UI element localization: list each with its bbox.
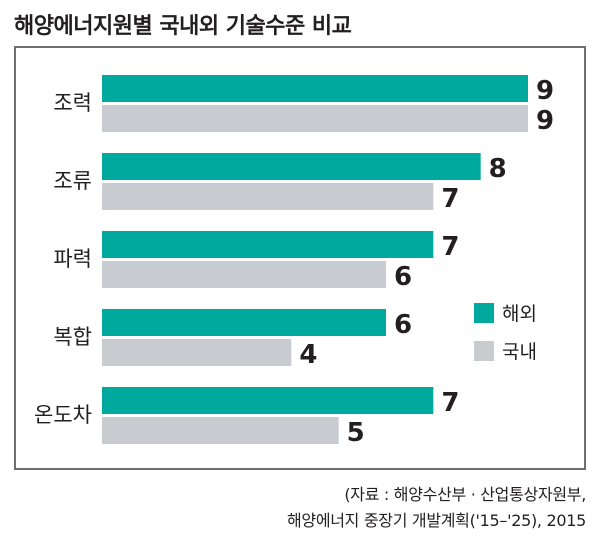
data-label: 7 [441, 232, 459, 262]
category-label: 조력 [53, 91, 92, 115]
data-label: 8 [489, 154, 507, 184]
bar-overseas [102, 153, 481, 180]
legend-swatch-domestic [474, 341, 494, 361]
data-label: 6 [394, 310, 412, 340]
chart-frame [14, 46, 586, 470]
bar-domestic [102, 105, 528, 132]
data-label: 7 [441, 184, 459, 214]
legend-swatch-overseas [474, 303, 494, 323]
data-label: 9 [536, 106, 554, 136]
bar-overseas [102, 231, 434, 258]
bar-domestic [102, 183, 434, 210]
category-label: 복합 [53, 325, 92, 349]
bar-overseas [102, 309, 386, 336]
data-label: 5 [347, 418, 365, 448]
legend-label-overseas: 해외 [502, 303, 537, 325]
bar-overseas [102, 387, 434, 414]
data-label: 7 [441, 388, 459, 418]
source-line-1: (자료 : 해양수산부 · 산업통상자원부, [344, 485, 586, 504]
source-note: (자료 : 해양수산부 · 산업통상자원부, 해양에너지 중장기 개발계획('1… [26, 482, 586, 534]
category-label: 온도차 [34, 403, 92, 427]
bar-domestic [102, 417, 339, 444]
bar-overseas [102, 75, 528, 102]
category-label: 조류 [53, 169, 92, 193]
chart-title: 해양에너지원별 국내외 기술수준 비교 [14, 14, 352, 39]
category-label: 파력 [53, 247, 92, 271]
legend-label-domestic: 국내 [502, 341, 537, 363]
bar-domestic [102, 339, 292, 366]
data-label: 9 [536, 76, 554, 106]
source-line-2: 해양에너지 중장기 개발계획('15–'25), 2015 [286, 511, 586, 530]
data-label: 4 [299, 340, 317, 370]
bar-domestic [102, 261, 386, 288]
data-label: 6 [394, 262, 412, 292]
